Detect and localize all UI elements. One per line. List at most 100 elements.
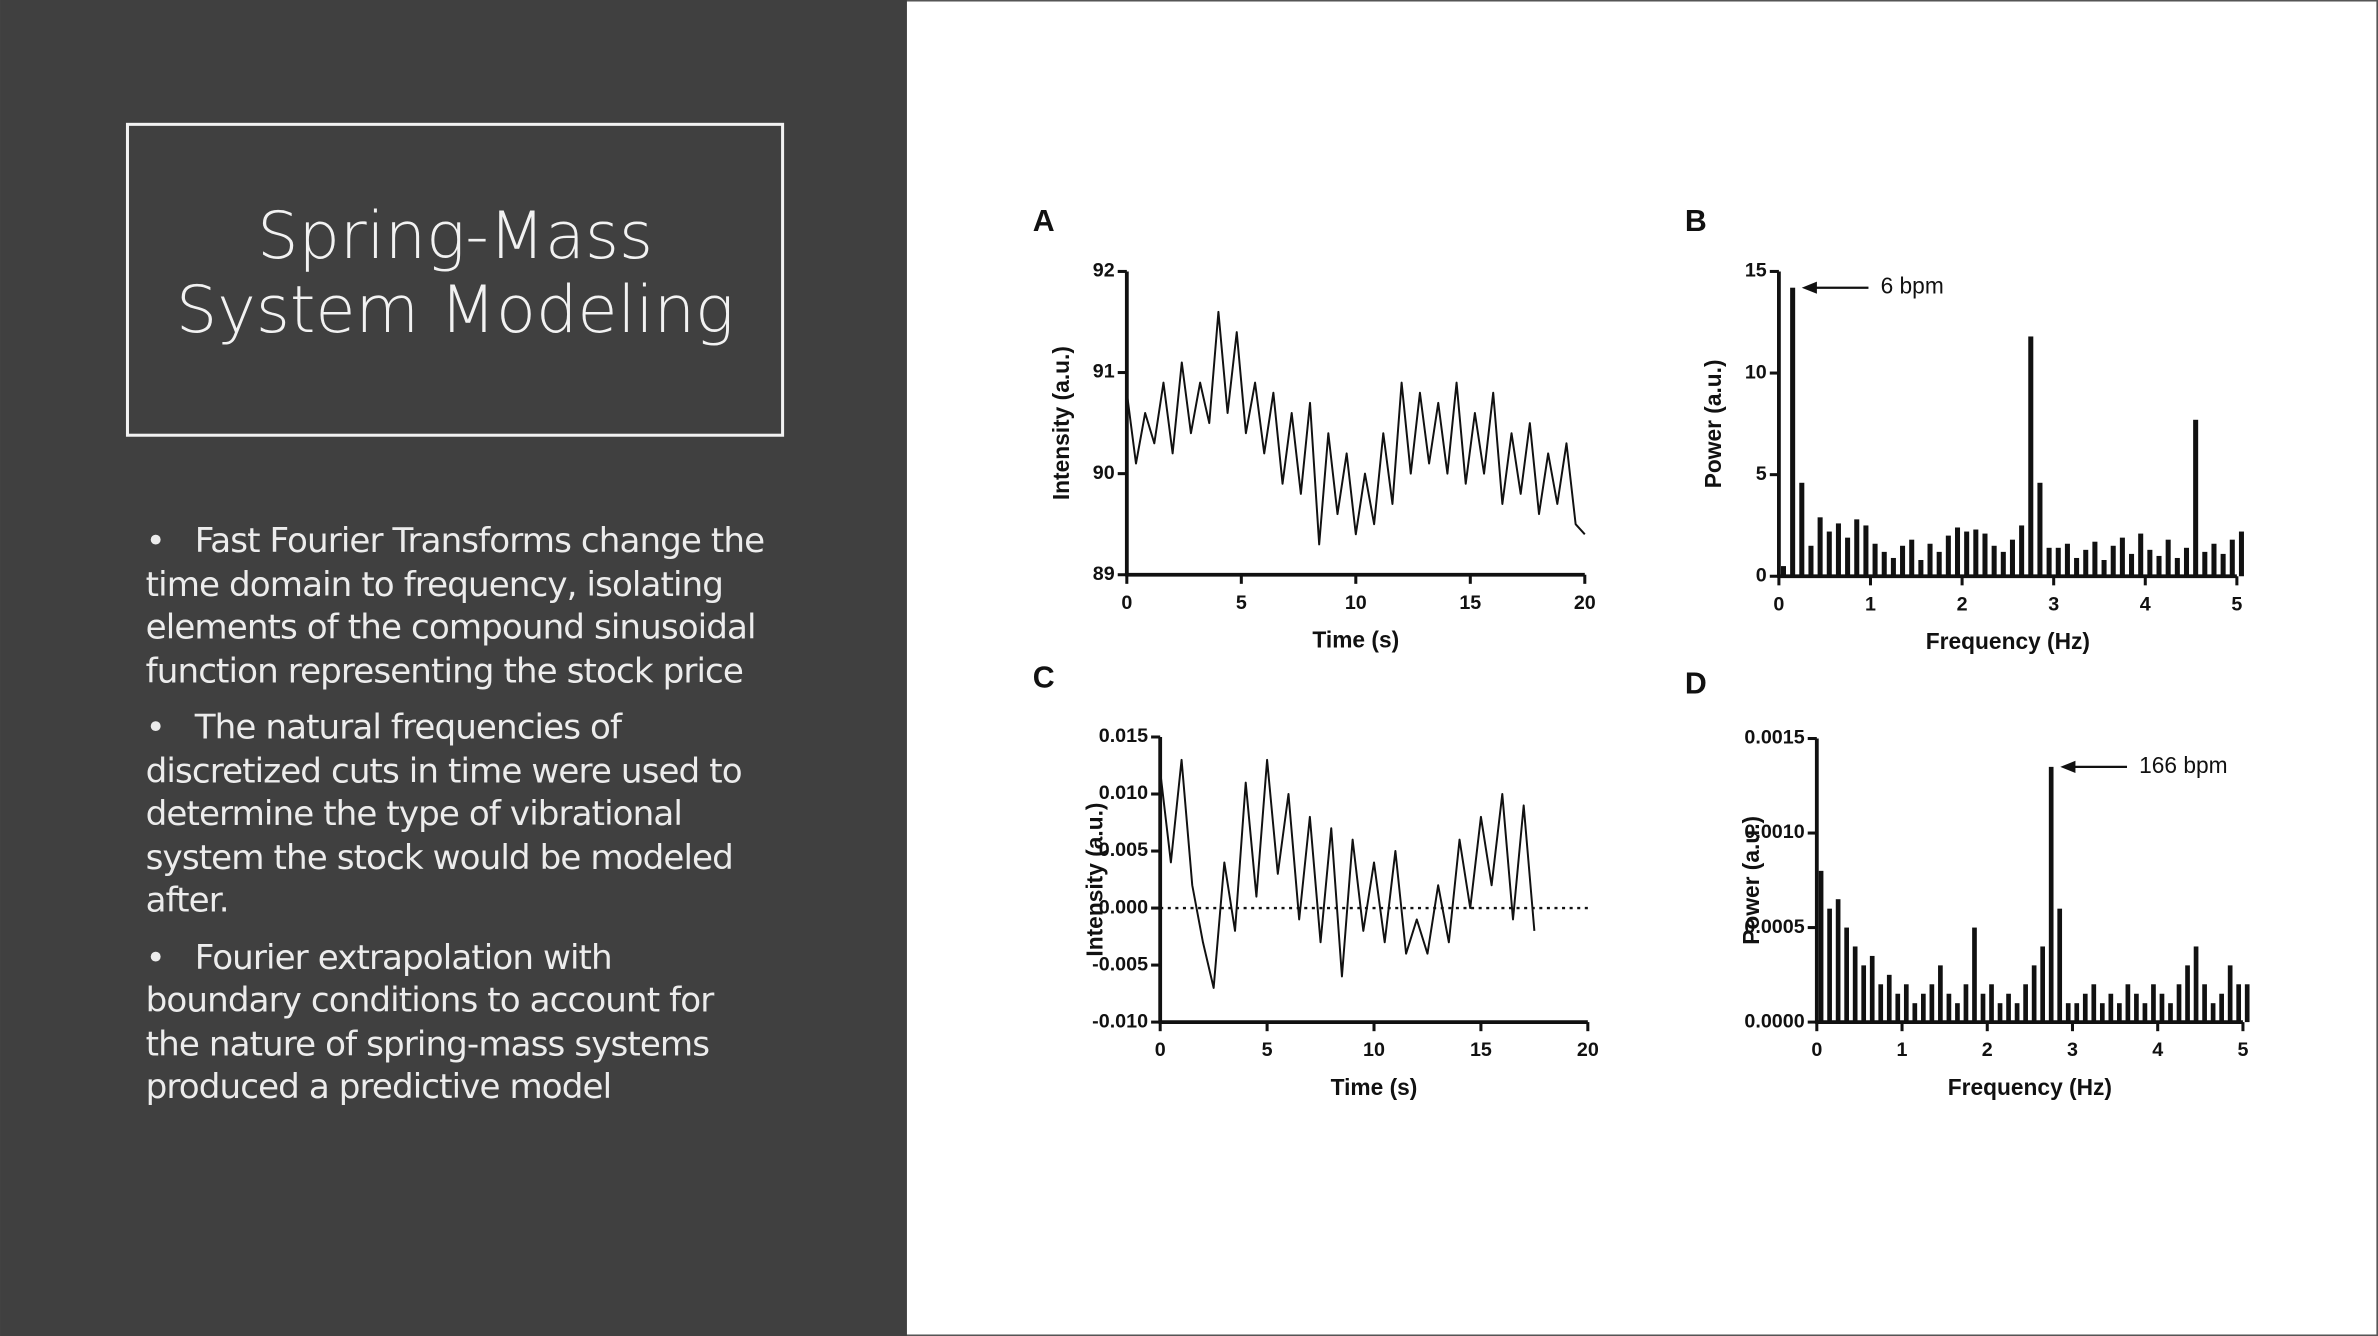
bar bbox=[1844, 927, 1849, 1023]
bar bbox=[2028, 336, 2034, 577]
bar bbox=[2165, 539, 2171, 577]
y-tick-label: 0.005 bbox=[1099, 839, 1148, 861]
bar bbox=[2211, 543, 2217, 577]
bar bbox=[2055, 547, 2061, 577]
bar bbox=[1982, 533, 1988, 577]
bar bbox=[2129, 553, 2135, 577]
bar bbox=[1835, 899, 1841, 1023]
x-tick-label: 1 bbox=[1865, 593, 1876, 615]
bar bbox=[2134, 993, 2139, 1023]
y-tick-label: 0.0010 bbox=[1744, 821, 1804, 843]
bar bbox=[2125, 984, 2131, 1023]
bar bbox=[2229, 539, 2235, 577]
bar bbox=[2119, 537, 2125, 577]
y-tick-label: 10 bbox=[1745, 361, 1767, 383]
bar bbox=[2193, 419, 2199, 577]
y-axis-label: Intensity (a.u.) bbox=[1048, 346, 1074, 500]
bar bbox=[1863, 525, 1869, 577]
bar bbox=[1918, 559, 1924, 577]
y-tick-label: 0.000 bbox=[1099, 896, 1148, 918]
y-tick-label: 5 bbox=[1756, 463, 1767, 485]
bar bbox=[1964, 531, 1970, 577]
bar bbox=[1886, 974, 1892, 1023]
bar bbox=[1861, 965, 1867, 1023]
bullet: Fourier extrapolation with boundary cond… bbox=[146, 936, 771, 1109]
bar bbox=[2014, 1003, 2020, 1023]
x-tick-label: 5 bbox=[2231, 593, 2242, 615]
bar bbox=[2147, 549, 2153, 577]
data-line bbox=[1159, 758, 1536, 989]
bar bbox=[1845, 537, 1851, 577]
bar bbox=[1780, 566, 1787, 577]
bar bbox=[1878, 984, 1884, 1023]
bar bbox=[2006, 993, 2011, 1023]
bar bbox=[1938, 965, 1943, 1023]
bar bbox=[1835, 523, 1841, 577]
y-tick-label: 0.0015 bbox=[1744, 727, 1804, 749]
bar bbox=[1799, 482, 1805, 577]
x-tick-label: 4 bbox=[2152, 1039, 2163, 1061]
bar bbox=[1909, 539, 1915, 577]
bar bbox=[2074, 1003, 2080, 1023]
x-tick-label: 20 bbox=[1574, 592, 1596, 614]
bullet-list: Fast Fourier Transforms change the time … bbox=[146, 520, 771, 1109]
bar bbox=[2019, 525, 2025, 577]
x-tick-label: 5 bbox=[1262, 1039, 1273, 1061]
bar bbox=[2185, 965, 2190, 1023]
y-tick-label: 0.015 bbox=[1099, 725, 1148, 747]
panel-letter: C bbox=[1033, 661, 1055, 694]
bar bbox=[2031, 965, 2037, 1023]
bar bbox=[1854, 519, 1860, 577]
bar bbox=[2065, 1003, 2071, 1023]
x-tick-label: 10 bbox=[1363, 1039, 1385, 1061]
bar bbox=[2099, 1003, 2105, 1023]
bar bbox=[1872, 543, 1878, 577]
bar bbox=[2091, 984, 2097, 1023]
x-tick-label: 5 bbox=[2237, 1039, 2248, 1061]
bar bbox=[1989, 984, 1994, 1023]
bar bbox=[2238, 531, 2244, 577]
x-tick-label: 0 bbox=[1121, 592, 1132, 614]
y-tick-label: 0.010 bbox=[1099, 782, 1148, 804]
bar bbox=[1997, 1003, 2003, 1023]
x-tick-label: 1 bbox=[1897, 1039, 1908, 1061]
x-tick-label: 4 bbox=[2140, 593, 2151, 615]
x-tick-label: 0 bbox=[1811, 1039, 1822, 1061]
y-tick-label: 0.0000 bbox=[1744, 1010, 1804, 1032]
annotation: 6 bpm bbox=[1881, 273, 1944, 299]
x-tick-label: 0 bbox=[1773, 593, 1784, 615]
data-line bbox=[1125, 310, 1586, 546]
bar bbox=[1869, 955, 1875, 1023]
y-tick-label: 89 bbox=[1093, 563, 1115, 585]
bar bbox=[2023, 984, 2028, 1023]
bar bbox=[1936, 551, 1942, 577]
x-tick-label: 5 bbox=[1236, 592, 1247, 614]
bar bbox=[2174, 557, 2180, 577]
bar bbox=[2220, 553, 2226, 577]
bar bbox=[2159, 993, 2165, 1023]
bar bbox=[2046, 547, 2052, 577]
y-tick-label: 91 bbox=[1093, 361, 1115, 383]
slide-title: Spring-Mass System Modeling bbox=[175, 200, 735, 349]
bar bbox=[2156, 555, 2162, 577]
y-tick-label: -0.005 bbox=[1092, 953, 1148, 975]
bar bbox=[1903, 984, 1909, 1023]
bar bbox=[1991, 545, 1997, 577]
bar bbox=[2037, 482, 2043, 577]
bar bbox=[2110, 545, 2116, 577]
x-axis-label: Time (s) bbox=[1312, 626, 1399, 652]
bar bbox=[2244, 984, 2250, 1023]
bar bbox=[2202, 551, 2208, 577]
bar bbox=[2227, 965, 2233, 1023]
bullets: Fast Fourier Transforms change the time … bbox=[146, 520, 771, 1172]
bar bbox=[2009, 539, 2015, 577]
bar bbox=[1808, 545, 1814, 577]
bar bbox=[2048, 766, 2054, 1023]
annotation: 166 bpm bbox=[2139, 752, 2227, 778]
bar bbox=[2219, 993, 2224, 1023]
x-tick-label: 2 bbox=[1982, 1039, 1993, 1061]
x-tick-label: 15 bbox=[1459, 592, 1481, 614]
bar bbox=[1826, 531, 1832, 577]
